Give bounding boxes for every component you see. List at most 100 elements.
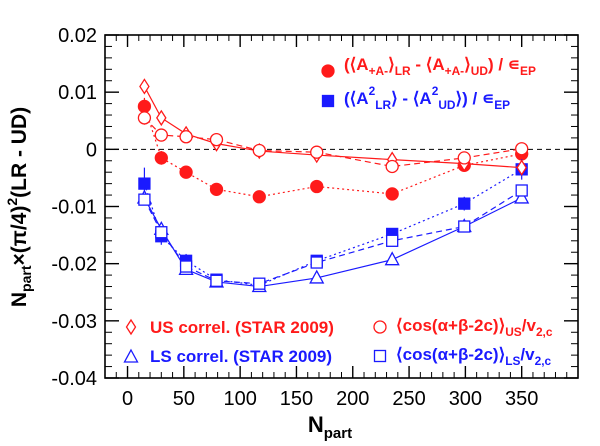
x-tick-label: 100: [223, 388, 256, 410]
data-point: [385, 159, 399, 174]
data-point: [515, 184, 528, 197]
legend-text-part: UD: [471, 64, 489, 78]
y-axis-label-part: 2: [4, 198, 20, 206]
data-point: [309, 269, 325, 284]
data-point: [179, 165, 193, 179]
data-point: [252, 190, 266, 204]
data-point: [138, 177, 151, 190]
series-open-circle: [137, 111, 529, 174]
legend-text-part: LS: [505, 354, 520, 368]
legend-text-part: LR: [375, 98, 391, 112]
legend-text-part: +: [445, 64, 452, 78]
data-point: [516, 159, 527, 176]
data-series: [136, 78, 530, 293]
x-tick-label: 150: [280, 388, 313, 410]
data-point: [209, 182, 224, 197]
legend-text-part: 2: [369, 84, 376, 98]
data-point: [386, 234, 399, 247]
legend-text-part: ⟨cos(α+β-2c)⟩: [396, 345, 505, 364]
y-axis-label-part: (LR - UD): [8, 107, 31, 198]
data-point: [154, 128, 168, 142]
data-point: [253, 277, 266, 290]
data-point: [310, 256, 323, 269]
data-point: [155, 226, 168, 239]
legend-text-part: US: [505, 325, 522, 339]
y-tick-label: -0.04: [51, 368, 97, 390]
legend-label-cos-us: ⟨cos(α+β-2c)⟩US/v2,c: [396, 316, 553, 339]
data-point: [514, 189, 530, 204]
legend-label-lr-ud-squared: (⟨A2LR⟩ - ⟨A2UD⟩) / ∊EP: [344, 84, 510, 112]
x-axis-label: Npart: [308, 412, 352, 442]
data-point: [515, 142, 529, 156]
legend-text-part: +: [369, 64, 376, 78]
x-tick-label: 300: [449, 388, 482, 410]
legend-marker-open-circle: [373, 320, 387, 334]
legend-text-part: ⟩) / ∊: [456, 89, 495, 108]
legend-text-part: ⟩: [388, 55, 395, 74]
data-point: [179, 130, 193, 144]
data-point: [310, 179, 324, 194]
legend-text-part: 2: [432, 84, 439, 98]
data-point: [179, 260, 193, 273]
data-point: [209, 132, 224, 147]
series-filled-circle: [137, 97, 529, 204]
data-point: [156, 109, 167, 127]
data-point: [137, 111, 152, 125]
legend-text-part: UD: [438, 98, 456, 112]
x-tick-label: 350: [505, 388, 538, 410]
x-tick-labels: 0 50 100 150 200 250 300 350: [122, 388, 538, 410]
legend-text-part: (⟨A: [344, 89, 369, 108]
x-tick-label: 50: [173, 388, 195, 410]
axis-ticks: [105, 34, 578, 379]
legend: (⟨A+A-⟩LR - ⟨A+A-⟩UD) / ∊EP(⟨A2LR⟩ - ⟨A2…: [123, 55, 553, 368]
data-point: [310, 145, 324, 159]
legend-marker-open-triangle: [123, 348, 139, 363]
y-tick-label: 0: [86, 139, 97, 161]
y-tick-label: 0.01: [58, 82, 97, 104]
legend-text-part: ⟩: [464, 55, 471, 74]
legend-text-part: A: [452, 64, 461, 78]
y-axis-label: Npart×(π/4)2(LR - UD): [4, 107, 34, 307]
legend-text-part: /v: [520, 345, 535, 364]
legend-marker-open-diamond: [125, 318, 137, 336]
data-point: [384, 251, 400, 266]
y-axis-label-part: N: [8, 292, 31, 307]
legend-text-part: LR: [395, 64, 411, 78]
legend-text-part: -: [384, 64, 388, 78]
data-point: [138, 193, 151, 206]
data-point: [139, 78, 150, 95]
series-open-square: [138, 184, 528, 290]
y-axis-label-part: part: [18, 265, 34, 292]
legend-text-part: - ⟨A: [411, 55, 445, 74]
y-tick-label: -0.02: [51, 254, 97, 276]
legend-label-ls-correl: LS correl. (STAR 2009): [150, 347, 332, 366]
y-tick-label: 0.02: [58, 25, 97, 47]
data-point: [137, 99, 152, 114]
data-point: [458, 197, 471, 210]
data-point: [385, 187, 399, 201]
legend-marker-filled-square: [321, 94, 335, 108]
x-tick-label: 250: [392, 388, 425, 410]
data-point: [154, 151, 168, 165]
legend-text-part: -: [460, 64, 464, 78]
x-axis-label-main: N: [308, 412, 324, 437]
data-point: [210, 274, 223, 287]
legend-text-part: EP: [494, 98, 510, 112]
legend-label-lr-ud-charge: (⟨A+A-⟩LR - ⟨A+A-⟩UD) / ∊EP: [344, 55, 536, 78]
x-tick-label: 0: [122, 388, 133, 410]
legend-marker-open-square: [373, 349, 387, 363]
data-point: [252, 143, 266, 158]
data-point: [457, 151, 471, 165]
y-tick-label: -0.03: [51, 311, 97, 333]
legend-text-part: (⟨A: [344, 55, 369, 74]
legend-label-us-correl: US correl. (STAR 2009): [150, 318, 334, 337]
legend-text-part: ) / ∊: [488, 55, 520, 74]
legend-label-cos-ls: ⟨cos(α+β-2c)⟩LS/v2,c: [396, 345, 552, 368]
legend-text-part: 2,c: [535, 354, 552, 368]
legend-text-part: 2,c: [536, 325, 553, 339]
y-tick-label: -0.01: [51, 197, 97, 219]
data-point: [458, 220, 471, 233]
y-tick-labels: -0.04 -0.03 -0.02 -0.01 0 0.01 0.02: [51, 25, 97, 390]
x-tick-label: 200: [336, 388, 369, 410]
